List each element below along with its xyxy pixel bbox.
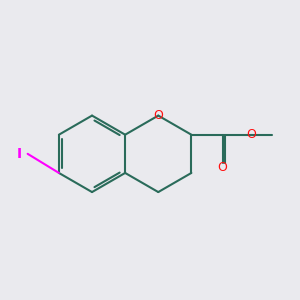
Text: O: O bbox=[153, 109, 163, 122]
Text: O: O bbox=[218, 161, 228, 175]
Text: O: O bbox=[246, 128, 256, 141]
Text: I: I bbox=[17, 147, 22, 161]
